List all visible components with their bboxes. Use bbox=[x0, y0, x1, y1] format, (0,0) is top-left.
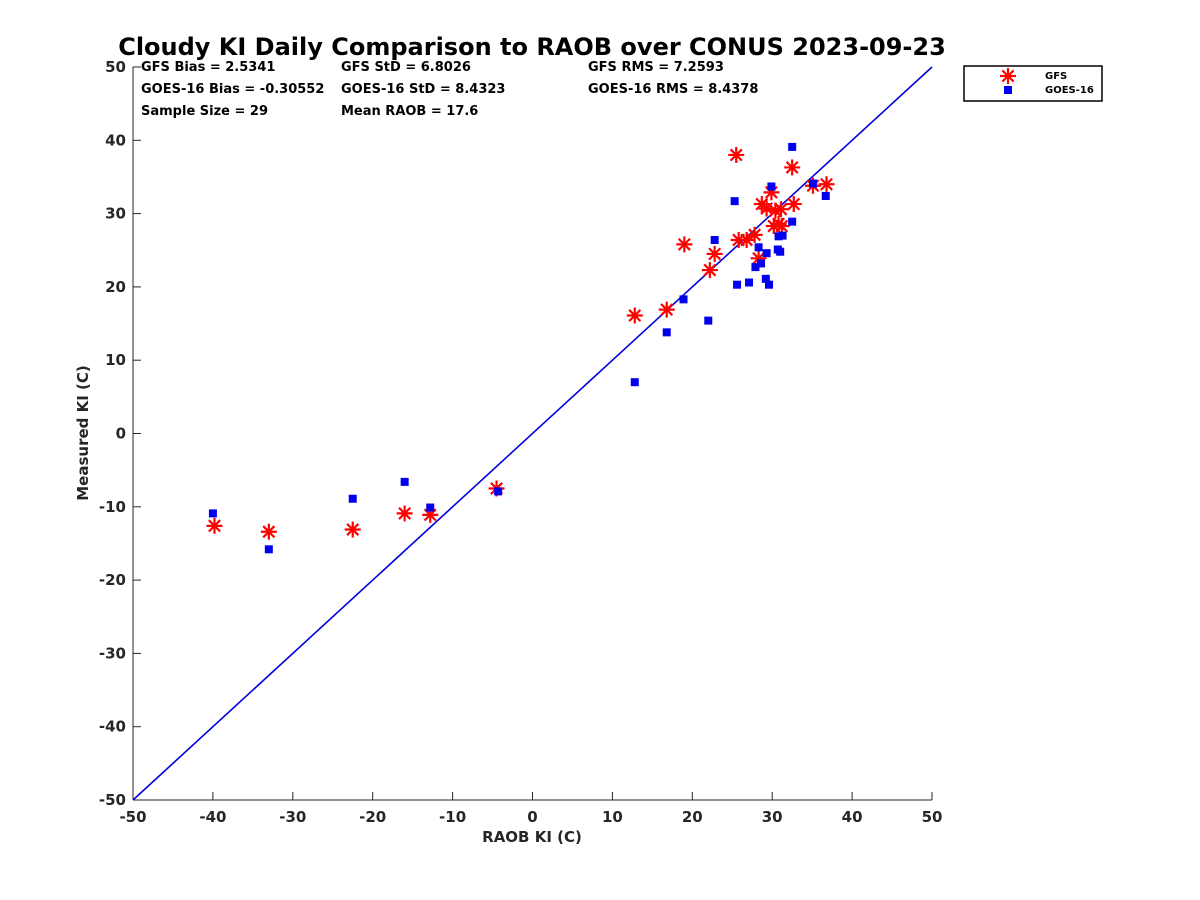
goes16-point bbox=[680, 295, 688, 303]
mean-raob-stat: Mean RAOB = 17.6 bbox=[341, 104, 478, 119]
goes16-point bbox=[733, 281, 741, 289]
legend-goes16-label: GOES-16 bbox=[1045, 85, 1094, 96]
gfs-rms-stat: GFS RMS = 7.2593 bbox=[588, 60, 724, 75]
goes16-point bbox=[779, 232, 787, 240]
goes16-point bbox=[767, 182, 775, 190]
gfs-point bbox=[728, 147, 744, 163]
gfs-point bbox=[659, 302, 675, 318]
goes16-point bbox=[755, 243, 763, 251]
goes16-point bbox=[265, 545, 273, 553]
y-tick-label: -20 bbox=[99, 571, 126, 589]
y-tick-label: 30 bbox=[105, 205, 126, 223]
gfs-point bbox=[397, 505, 413, 521]
goes16-point bbox=[788, 143, 796, 151]
goes16-point bbox=[494, 487, 502, 495]
goes16-point bbox=[663, 328, 671, 336]
gfs-point bbox=[819, 176, 835, 192]
y-tick-label: 50 bbox=[105, 58, 126, 76]
goes16-point bbox=[704, 317, 712, 325]
gfs-point bbox=[784, 159, 800, 175]
x-axis-label: RAOB KI (C) bbox=[482, 828, 582, 846]
goes16-bias-stat: GOES-16 Bias = -0.30552 bbox=[141, 82, 324, 97]
gfs-series bbox=[206, 147, 834, 540]
y-tick-label: -10 bbox=[99, 498, 126, 516]
chart-title: Cloudy KI Daily Comparison to RAOB over … bbox=[118, 33, 946, 61]
gfs-point bbox=[676, 236, 692, 252]
goes16-point bbox=[209, 509, 217, 517]
x-tick-label: 30 bbox=[762, 808, 783, 826]
y-tick-label: 0 bbox=[116, 425, 126, 443]
legend-gfs-asterisk bbox=[1000, 68, 1016, 84]
goes16-point bbox=[809, 180, 817, 188]
gfs-std-stat: GFS StD = 6.8026 bbox=[341, 60, 471, 75]
goes16-point bbox=[788, 218, 796, 226]
goes16-point bbox=[822, 192, 830, 200]
goes16-std-stat: GOES-16 StD = 8.4323 bbox=[341, 82, 505, 97]
gfs-bias-stat: GFS Bias = 2.5341 bbox=[141, 60, 275, 75]
goes16-point bbox=[401, 478, 409, 486]
y-tick-label: -40 bbox=[99, 718, 126, 736]
goes16-point bbox=[763, 249, 771, 257]
legend-gfs-marker bbox=[1000, 68, 1016, 84]
y-ticks: -50 -40 -30 -20 -10 0 10 20 30 40 50 bbox=[99, 58, 141, 809]
x-tick-label: 0 bbox=[527, 808, 537, 826]
x-tick-label: 40 bbox=[842, 808, 863, 826]
goes16-point bbox=[349, 495, 357, 503]
legend-goes16-marker bbox=[1004, 86, 1012, 94]
legend-gfs-label: GFS bbox=[1045, 71, 1067, 82]
x-ticks: -50 -40 -30 -20 -10 0 10 20 30 40 50 bbox=[119, 792, 942, 826]
gfs-point bbox=[747, 227, 763, 243]
legend: GFS GOES-16 bbox=[964, 66, 1102, 101]
gfs-point bbox=[786, 196, 802, 212]
y-tick-label: -50 bbox=[99, 791, 126, 809]
goes16-point bbox=[765, 281, 773, 289]
x-tick-label: -50 bbox=[119, 808, 146, 826]
goes16-point bbox=[757, 259, 765, 267]
goes16-rms-stat: GOES-16 RMS = 8.4378 bbox=[588, 82, 758, 97]
y-tick-label: -30 bbox=[99, 644, 126, 662]
sample-size-stat: Sample Size = 29 bbox=[141, 104, 268, 119]
legend-goes16-square bbox=[1004, 86, 1012, 94]
goes16-point bbox=[426, 504, 434, 512]
x-tick-label: -20 bbox=[359, 808, 386, 826]
gfs-point bbox=[261, 524, 277, 540]
gfs-point bbox=[707, 246, 723, 262]
x-tick-label: 50 bbox=[922, 808, 943, 826]
goes16-point bbox=[774, 246, 782, 254]
gfs-point bbox=[345, 522, 361, 538]
x-tick-label: 20 bbox=[682, 808, 703, 826]
y-axis-label: Measured KI (C) bbox=[74, 365, 92, 501]
goes16-point bbox=[711, 236, 719, 244]
one-to-one-line bbox=[133, 67, 932, 800]
x-tick-label: 10 bbox=[602, 808, 623, 826]
goes16-series bbox=[209, 143, 830, 553]
stats-panel: GFS Bias = 2.5341 GFS StD = 6.8026 GFS R… bbox=[141, 60, 758, 119]
goes16-point bbox=[745, 279, 753, 287]
gfs-point bbox=[206, 518, 222, 534]
x-tick-label: -10 bbox=[439, 808, 466, 826]
gfs-point bbox=[702, 262, 718, 278]
y-tick-label: 40 bbox=[105, 131, 126, 149]
gfs-point bbox=[627, 307, 643, 323]
y-tick-label: 10 bbox=[105, 351, 126, 369]
y-tick-label: 20 bbox=[105, 278, 126, 296]
goes16-point bbox=[731, 197, 739, 205]
x-tick-label: -40 bbox=[199, 808, 226, 826]
x-tick-label: -30 bbox=[279, 808, 306, 826]
goes16-point bbox=[631, 378, 639, 386]
